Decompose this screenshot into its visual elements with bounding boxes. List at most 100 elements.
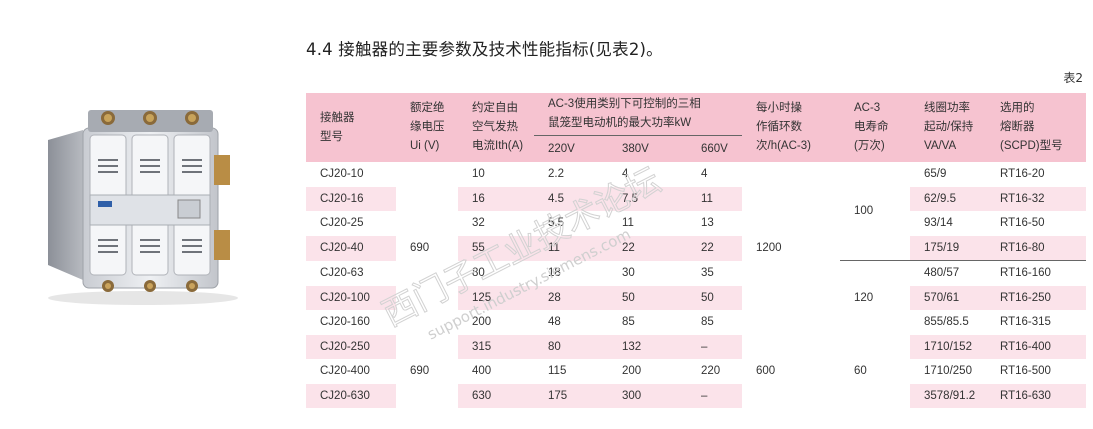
col-220v-header: 220V — [534, 135, 608, 162]
cell-p380: 300 — [608, 383, 687, 408]
cell-p660: 35 — [687, 260, 742, 286]
table-row: CJ20-630 630 175 300 – 3578/91.2 RT16-63… — [306, 383, 1086, 408]
cell-p380: 11 — [608, 211, 687, 236]
cell-p660: 220 — [687, 359, 742, 384]
cell-coil: 93/14 — [910, 211, 986, 236]
table-row: CJ20-250 690 315 80 132 – 600 60 1710/15… — [306, 334, 1086, 408]
cell-coil: 175/19 — [910, 235, 986, 261]
cell-fuse: RT16-500 — [986, 359, 1086, 384]
cell-fuse: RT16-50 — [986, 211, 1086, 236]
cell-coil: 3578/91.2 — [910, 383, 986, 408]
col-380v-header: 380V — [608, 135, 687, 162]
cell-model: CJ20-63 — [306, 260, 396, 286]
section-heading: 4.4 接触器的主要参数及技术性能指标(见表2)。 — [306, 40, 663, 59]
cell-p380: 7.5 — [608, 186, 687, 211]
cell-ui: 690 — [396, 162, 458, 335]
cell-p380: 4 — [608, 162, 687, 187]
col-power-header: AC-3使用类别下可控制的三相 鼠笼型电动机的最大功率kW — [534, 93, 742, 136]
cell-model: CJ20-10 — [306, 162, 396, 187]
cell-p220: 11 — [534, 235, 608, 261]
cell-ui: 690 — [396, 334, 458, 408]
cell-ith: 10 — [458, 162, 534, 187]
cell-fuse: RT16-20 — [986, 162, 1086, 187]
cell-p220: 80 — [534, 334, 608, 359]
cell-fuse: RT16-32 — [986, 186, 1086, 211]
contactor-spec-table: 接触器 型号 额定绝 缘电压 Ui (V) 约定自由 空气发热 电流Ith(A) AC-3… — [306, 93, 1086, 408]
table-header: 接触器 型号 额定绝 缘电压 Ui (V) 约定自由 空气发热 电流Ith(A) AC-3… — [306, 93, 1086, 162]
cell-p660: 85 — [687, 310, 742, 335]
cell-p660: – — [687, 334, 742, 359]
cell-fuse: RT16-80 — [986, 235, 1086, 261]
cell-ith: 400 — [458, 359, 534, 384]
table-row: CJ20-10 690 10 2.2 4 4 1200 100 65/9 RT1… — [306, 162, 1086, 335]
table-row: CJ20-160 200 48 85 85 855/85.5 RT16-315 — [306, 310, 1086, 335]
cell-p220: 175 — [534, 383, 608, 408]
cell-coil: 62/9.5 — [910, 186, 986, 211]
cell-model: CJ20-25 — [306, 211, 396, 236]
cell-p660: 11 — [687, 186, 742, 211]
cell-life: 100 — [840, 162, 910, 261]
cell-p660: 22 — [687, 235, 742, 261]
cell-p220: 5.5 — [534, 211, 608, 236]
cell-coil: 1710/152 — [910, 334, 986, 359]
cell-fuse: RT16-630 — [986, 383, 1086, 408]
cell-model: CJ20-400 — [306, 359, 396, 384]
cell-p380: 200 — [608, 359, 687, 384]
cell-model: CJ20-160 — [306, 310, 396, 335]
cell-ith: 16 — [458, 186, 534, 211]
cell-p220: 28 — [534, 285, 608, 310]
cell-p220: 4.5 — [534, 186, 608, 211]
col-660v-header: 660V — [687, 135, 742, 162]
col-model-header: 接触器 型号 — [306, 93, 396, 162]
table-row: CJ20-16 16 4.5 7.5 11 62/9.5 RT16-32 — [306, 186, 1086, 211]
cell-ops: 1200 — [742, 162, 840, 335]
cell-p220: 115 — [534, 359, 608, 384]
col-coil-header: 线圈功率 起动/保持 VA/VA — [910, 93, 986, 162]
table-row: CJ20-400 400 115 200 220 1710/250 RT16-5… — [306, 359, 1086, 384]
table-row: CJ20-25 32 5.5 11 13 93/14 RT16-50 — [306, 211, 1086, 236]
cell-fuse: RT16-400 — [986, 334, 1086, 359]
cell-p380: 30 — [608, 260, 687, 286]
cell-p660: 13 — [687, 211, 742, 236]
cell-fuse: RT16-315 — [986, 310, 1086, 335]
cell-coil: 1710/250 — [910, 359, 986, 384]
cell-model: CJ20-40 — [306, 235, 396, 261]
cell-fuse: RT16-160 — [986, 260, 1086, 286]
cell-coil: 480/57 — [910, 260, 986, 286]
cell-model: CJ20-16 — [306, 186, 396, 211]
cell-coil: 855/85.5 — [910, 310, 986, 335]
table-number: 表2 — [1063, 71, 1083, 85]
cell-model: CJ20-250 — [306, 334, 396, 359]
cell-life: 60 — [840, 334, 910, 408]
table-row: CJ20-40 55 11 22 22 175/19 RT16-80 — [306, 235, 1086, 261]
cell-ith: 315 — [458, 334, 534, 359]
cell-p380: 132 — [608, 334, 687, 359]
cell-p660: 4 — [687, 162, 742, 187]
col-life-header: AC-3 电寿命 (万次) — [840, 93, 910, 162]
table-row: CJ20-100 125 28 50 50 570/61 RT16-250 — [306, 285, 1086, 310]
cell-ith: 630 — [458, 383, 534, 408]
cell-ops: 600 — [742, 334, 840, 408]
cell-ith: 200 — [458, 310, 534, 335]
cell-ith: 32 — [458, 211, 534, 236]
cell-p660: – — [687, 383, 742, 408]
contactor-product-image — [48, 110, 238, 305]
cell-coil: 65/9 — [910, 162, 986, 187]
col-fuse-header: 选用的 熔断器 (SCPD)型号 — [986, 93, 1086, 162]
cell-life: 120 — [840, 260, 910, 335]
cell-p380: 22 — [608, 235, 687, 261]
cell-p220: 2.2 — [534, 162, 608, 187]
cell-p660: 50 — [687, 285, 742, 310]
cell-model: CJ20-630 — [306, 383, 396, 408]
cell-p220: 48 — [534, 310, 608, 335]
col-ith-header: 约定自由 空气发热 电流Ith(A) — [458, 93, 534, 162]
cell-p380: 85 — [608, 310, 687, 335]
cell-model: CJ20-100 — [306, 285, 396, 310]
cell-coil: 570/61 — [910, 285, 986, 310]
table-row: CJ20-63 80 18 30 35 120 480/57 RT16-160 — [306, 260, 1086, 335]
col-ui-header: 额定绝 缘电压 Ui (V) — [396, 93, 458, 162]
col-ops-header: 每小时操 作循环数 次/h(AC-3) — [742, 93, 840, 162]
cell-ith: 125 — [458, 285, 534, 310]
cell-ith: 80 — [458, 260, 534, 286]
cell-fuse: RT16-250 — [986, 285, 1086, 310]
